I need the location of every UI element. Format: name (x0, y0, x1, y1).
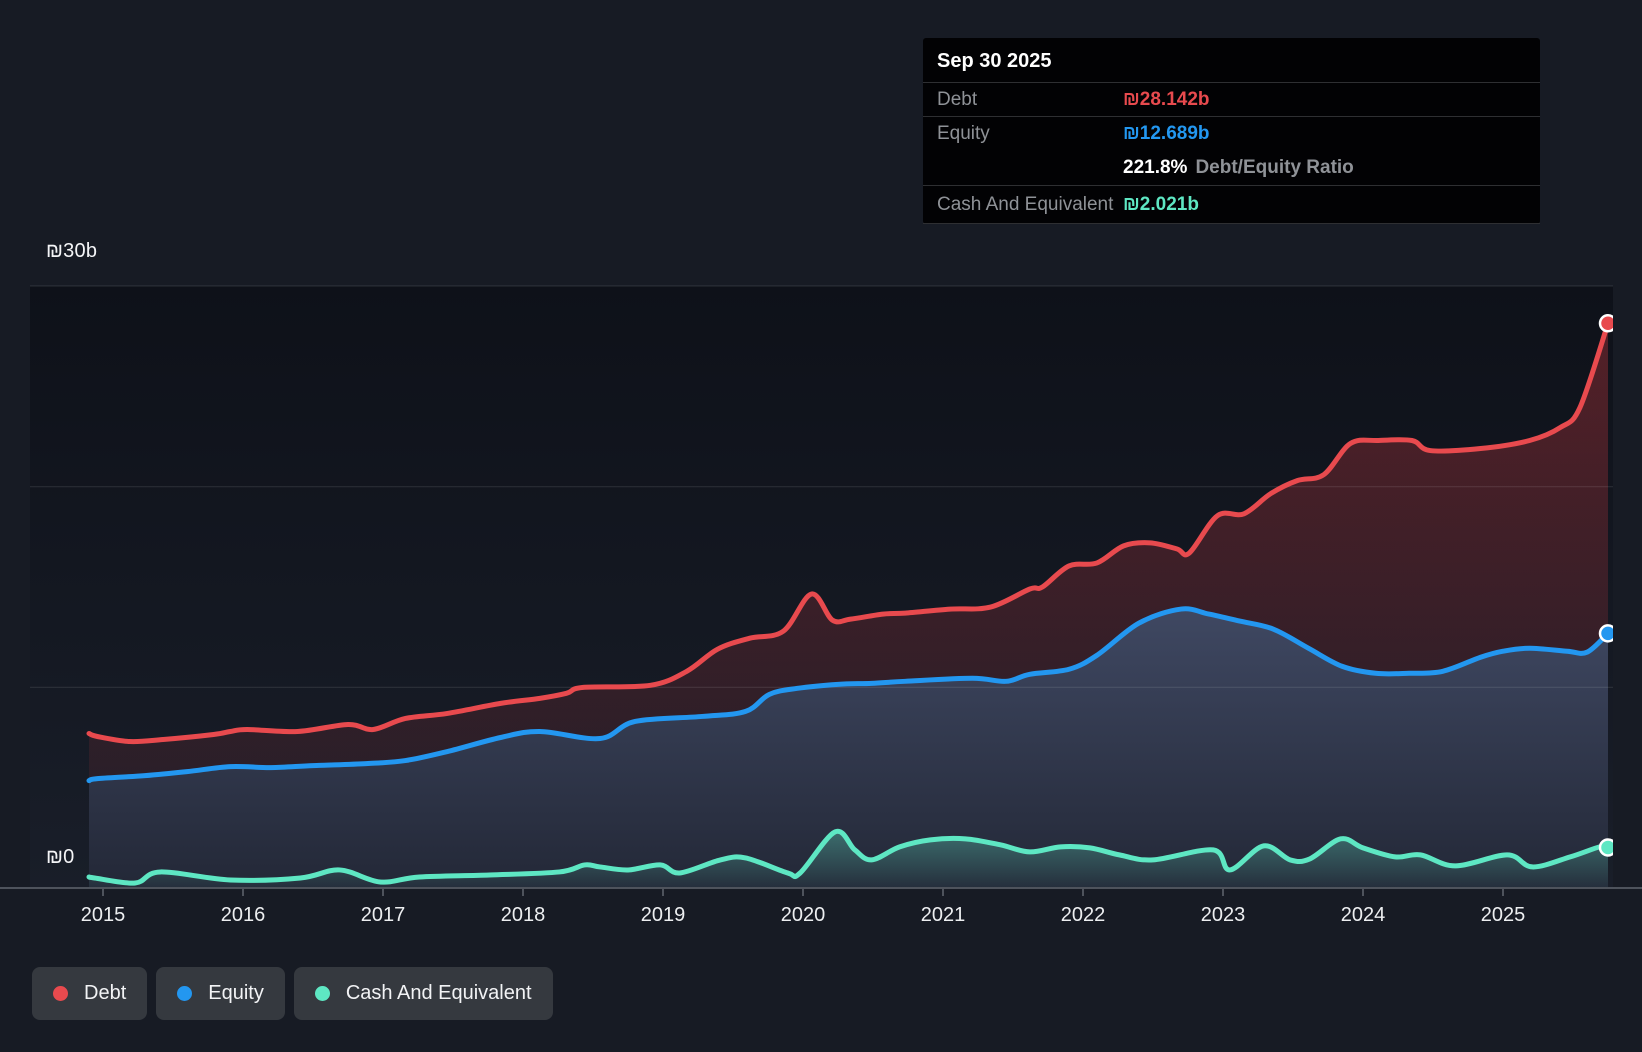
debt-latest-point-marker (1598, 314, 1613, 333)
equity-area (89, 608, 1608, 888)
legend-item-cash[interactable]: Cash And Equivalent (293, 967, 553, 1020)
equity-dot-icon (177, 986, 193, 1001)
legend-debt-label: Debt (84, 982, 127, 1004)
divider (923, 223, 1540, 224)
chart-tooltip: Sep 30 2025 Debt ₪28.142b Equity ₪12.689… (923, 38, 1540, 224)
debt-line (86, 320, 1611, 745)
divider (923, 82, 1540, 83)
x-axis-label: 2018 (500, 904, 546, 926)
x-axis-label: 2020 (780, 904, 826, 926)
tooltip-equity-value: ₪12.689b (1123, 122, 1210, 144)
x-axis-label: 2021 (920, 904, 966, 926)
x-axis-label: 2023 (1200, 904, 1246, 926)
divider (923, 116, 1540, 117)
x-axis-label: 2017 (360, 904, 406, 926)
y-axis-label-zero: ₪0 (46, 846, 75, 868)
equity-latest-point-marker (1598, 624, 1613, 643)
debt-dot-icon (53, 986, 68, 1001)
chart-legend: Debt Equity Cash And Equivalent (32, 967, 553, 1020)
tooltip-ratio-value: 221.8% (1123, 156, 1188, 178)
legend-equity-label: Equity (208, 982, 264, 1004)
x-axis-label: 2024 (1340, 904, 1386, 926)
x-axis-label: 2022 (1060, 904, 1106, 926)
cash-latest-point-marker (1598, 838, 1613, 857)
tooltip-row-equity: Equity ₪12.689b (923, 117, 1540, 150)
tooltip-row-cash: Cash And Equivalent ₪2.021b (923, 186, 1540, 223)
tooltip-debt-value: ₪28.142b (1123, 88, 1210, 110)
divider (923, 185, 1540, 186)
legend-item-equity[interactable]: Equity (156, 967, 285, 1020)
equity-line (86, 606, 1611, 784)
tooltip-equity-label: Equity (937, 122, 990, 144)
tooltip-date: Sep 30 2025 (937, 50, 1052, 72)
cash-dot-icon (314, 986, 330, 1001)
tooltip-row-ratio: 221.8% Debt/Equity Ratio (923, 150, 1540, 185)
tooltip-cash-value: ₪2.021b (1123, 193, 1199, 215)
legend-cash-label: Cash And Equivalent (345, 982, 532, 1004)
cash-line (86, 828, 1611, 886)
cash-area (89, 831, 1608, 888)
y-axis-label-top: ₪30b (46, 240, 98, 262)
tooltip-ratio-label: Debt/Equity Ratio (1195, 156, 1354, 178)
x-axis-label: 2019 (640, 904, 686, 926)
x-axis-label: 2025 (1480, 904, 1526, 926)
x-axis-label: 2015 (80, 904, 126, 926)
tooltip-debt-label: Debt (937, 88, 978, 110)
x-axis-label: 2016 (220, 904, 266, 926)
tooltip-row-debt: Debt ₪28.142b (923, 83, 1540, 116)
legend-item-debt[interactable]: Debt (32, 967, 148, 1020)
tooltip-cash-label: Cash And Equivalent (937, 193, 1114, 215)
